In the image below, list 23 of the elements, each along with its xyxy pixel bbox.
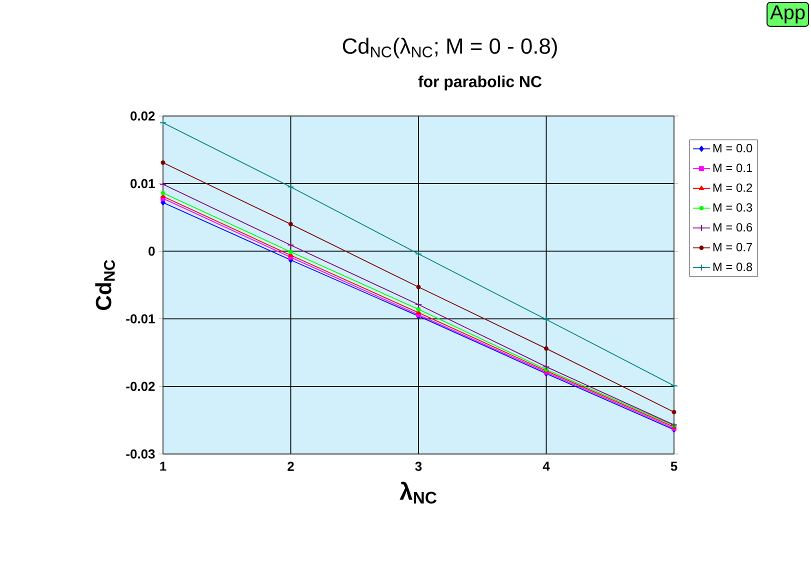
x-tick-label: 5: [670, 462, 678, 471]
legend-label: M = 0.0: [713, 144, 752, 152]
x-tick-label: 1: [160, 462, 166, 471]
legend-label: M = 0.8: [713, 262, 752, 272]
y-tick-label: -0.01: [126, 314, 155, 324]
legend-label: M = 0.2: [713, 183, 752, 192]
y-tick-label: 0.02: [130, 111, 155, 121]
text: App: [770, 5, 805, 24]
chart-subtitle: for parabolic NC: [418, 76, 542, 90]
y-tick-label: -0.03: [126, 449, 155, 459]
x-tick-label: 4: [542, 462, 550, 471]
y-tick-label: -0.02: [126, 382, 155, 391]
x-tick-label: 3: [415, 462, 422, 471]
y-tick-label: 0.01: [130, 179, 155, 188]
chart-title: Cd$_{NC}$(λ$_{NC}$; M = 0 - 0.8): [342, 38, 557, 58]
legend-label: M = 0.7: [713, 242, 752, 252]
legend-label: M = 0.3: [713, 203, 752, 212]
y-tick-label: 0: [148, 246, 155, 256]
y-axis-title: Cd$_{NC}$: [95, 260, 115, 310]
legend-label: M = 0.6: [713, 223, 752, 232]
x-axis-title: λ$_{NC}$: [400, 482, 437, 504]
x-tick-label: 2: [288, 462, 294, 471]
legend-label: M = 0.1: [713, 164, 752, 172]
